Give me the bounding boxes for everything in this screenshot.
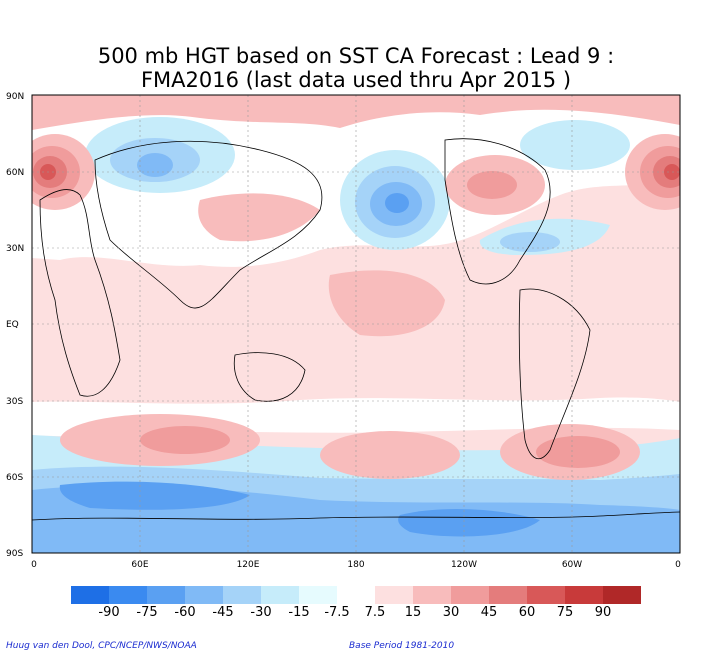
colorbar-swatch (71, 586, 109, 604)
colorbar-label: -60 (174, 605, 196, 620)
antarctic-low-2 (398, 508, 540, 537)
lon-label-60w: 60W (561, 560, 583, 570)
lon-label-0-west: 0 (31, 560, 37, 570)
colorbar-label: 90 (594, 605, 612, 620)
colorbar-label: -75 (136, 605, 158, 620)
lon-label-120w: 120W (450, 560, 478, 570)
east-us-low-core (500, 232, 560, 252)
north-pacific-low-core (385, 193, 409, 213)
colorbar-swatch (147, 586, 185, 604)
lon-label-180: 180 (347, 560, 365, 570)
east-asia-high (198, 193, 320, 242)
map-frame (31, 94, 681, 554)
lat-label-eq: EQ (6, 320, 19, 330)
colorbar-swatch (451, 586, 489, 604)
colorbar-swatch (337, 586, 375, 604)
credit-base-period: Base Period 1981-2010 (349, 641, 455, 651)
colorbar-label: -7.5 (324, 605, 350, 620)
colorbar-label: 45 (480, 605, 498, 620)
lon-label-60e: 60E (131, 560, 149, 570)
colorbar-swatch (565, 586, 603, 604)
colorbar-label: -15 (288, 605, 310, 620)
alaska-high-core (467, 171, 517, 199)
lat-label-60s: 60S (6, 473, 24, 483)
siberia-low-core (137, 153, 173, 177)
colorbar-swatch (261, 586, 299, 604)
colorbar-label: -90 (98, 605, 120, 620)
lat-label-90n: 90N (6, 92, 25, 102)
colorbar (71, 586, 641, 604)
lon-label-0-east: 0 (675, 560, 681, 570)
map-field (32, 95, 680, 553)
colorbar-swatch (185, 586, 223, 604)
lat-label-60n: 60N (6, 168, 25, 178)
lon-label-120e: 120E (236, 560, 260, 570)
colorbar-swatch (489, 586, 527, 604)
south-indian-high-core (140, 426, 230, 454)
colorbar-swatch (413, 586, 451, 604)
colorbar-label: 7.5 (364, 605, 386, 620)
colorbar-label: -45 (212, 605, 234, 620)
colorbar-swatch (223, 586, 261, 604)
graticule (32, 95, 680, 553)
south-atlantic-high-core (536, 436, 620, 468)
south-pacific-high (320, 431, 460, 479)
colorbar-label: -30 (250, 605, 272, 620)
lat-label-90s: 90S (6, 549, 24, 559)
map-title-line2: FMA2016 (last data used thru Apr 2015 ) (140, 68, 572, 92)
lat-label-30n: 30N (6, 244, 25, 254)
map-title-line1: 500 mb HGT based on SST CA Forecast : Le… (97, 44, 615, 68)
colorbar-label: 75 (556, 605, 574, 620)
colorbar-label: 15 (404, 605, 422, 620)
colorbar-swatch (299, 586, 337, 604)
colorbar-swatch (527, 586, 565, 604)
colorbar-swatch (603, 586, 641, 604)
antarctic-low-1 (59, 481, 250, 510)
colorbar-label: 60 (518, 605, 536, 620)
credit-author: Huug van den Dool, CPC/NCEP/NWS/NOAA (6, 641, 197, 651)
colorbar-label: 30 (442, 605, 460, 620)
coastlines (32, 138, 680, 521)
colorbar-swatch (375, 586, 413, 604)
colorbar-swatch (109, 586, 147, 604)
central-pacific-high (328, 270, 445, 337)
lat-label-30s: 30S (6, 397, 24, 407)
greenland-low (520, 120, 630, 170)
